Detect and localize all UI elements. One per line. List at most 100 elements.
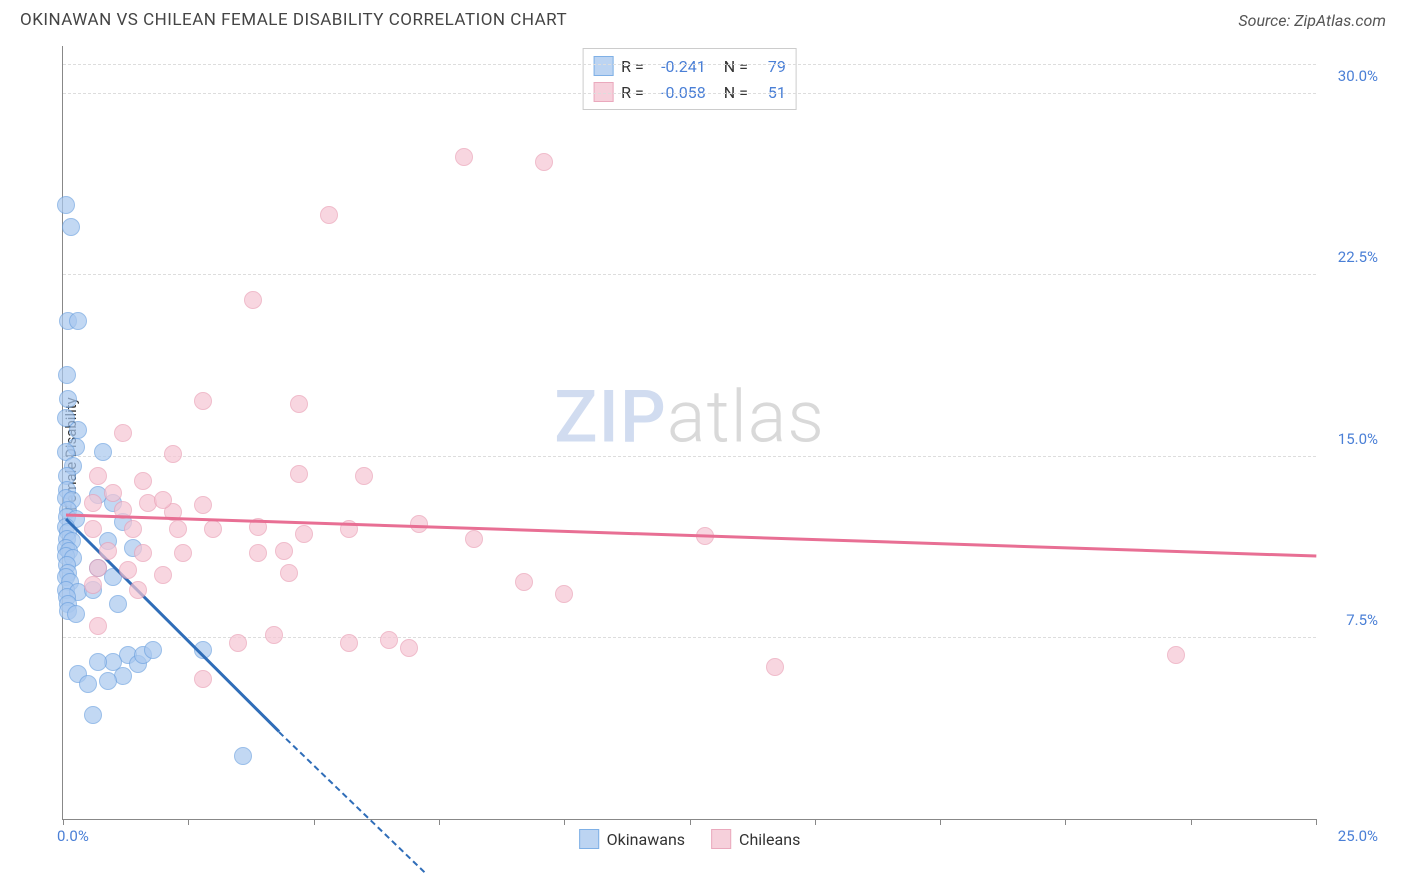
data-point: [465, 530, 483, 548]
gridline: [63, 93, 1316, 94]
data-point: [295, 525, 313, 543]
x-max-label: 25.0%: [1338, 827, 1378, 845]
data-point: [234, 747, 252, 765]
stat-value-r: -0.241: [652, 57, 706, 76]
data-point: [249, 544, 267, 562]
data-point: [265, 626, 283, 644]
x-tick: [1316, 819, 1317, 825]
regression-line-extrapolated: [278, 731, 425, 873]
stat-label-n: N =: [724, 57, 748, 76]
gridline: [63, 637, 1316, 638]
data-point: [89, 467, 107, 485]
data-point: [94, 443, 112, 461]
data-point: [194, 496, 212, 514]
y-tick-label: 15.0%: [1338, 430, 1378, 448]
data-point: [67, 605, 85, 623]
data-point: [380, 631, 398, 649]
x-tick: [1191, 819, 1192, 825]
data-point: [58, 366, 76, 384]
data-point: [1167, 646, 1185, 664]
data-point: [144, 641, 162, 659]
data-point: [290, 395, 308, 413]
data-point: [84, 494, 102, 512]
data-point: [164, 445, 182, 463]
data-point: [515, 573, 533, 591]
x-tick: [690, 819, 691, 825]
data-point: [290, 465, 308, 483]
data-point: [84, 576, 102, 594]
data-point: [89, 653, 107, 671]
data-point: [62, 218, 80, 236]
data-point: [535, 153, 553, 171]
legend-swatch: [579, 829, 599, 849]
stat-label-r: R =: [621, 57, 644, 76]
chart-title: OKINAWAN VS CHILEAN FEMALE DISABILITY CO…: [20, 10, 567, 30]
data-point: [275, 542, 293, 560]
legend-swatch: [593, 82, 613, 102]
correlation-stats-box: R =-0.241N =79R =-0.058N =51: [582, 48, 797, 110]
gridline: [63, 274, 1316, 275]
chart-container: Female Disability ZIPatlas 0.0% 25.0% R …: [20, 46, 1386, 862]
data-point: [229, 634, 247, 652]
legend-item: Okinawans: [579, 829, 685, 849]
data-point: [114, 424, 132, 442]
data-point: [79, 675, 97, 693]
source-attribution: Source: ZipAtlas.com: [1238, 11, 1386, 30]
data-point: [109, 595, 127, 613]
legend-label: Chileans: [739, 830, 800, 849]
x-origin-label: 0.0%: [57, 827, 89, 845]
x-tick: [940, 819, 941, 825]
data-point: [89, 559, 107, 577]
data-point: [154, 491, 172, 509]
watermark-part2: atlas: [667, 375, 825, 460]
data-point: [134, 472, 152, 490]
x-tick: [188, 819, 189, 825]
data-point: [766, 658, 784, 676]
gridline: [63, 456, 1316, 457]
data-point: [69, 421, 87, 439]
data-point: [355, 467, 373, 485]
data-point: [244, 291, 262, 309]
data-point: [99, 542, 117, 560]
plot-area: ZIPatlas 0.0% 25.0% R =-0.241N =79R =-0.…: [62, 46, 1316, 820]
data-point: [134, 544, 152, 562]
data-point: [124, 520, 142, 538]
data-point: [320, 206, 338, 224]
stat-label-r: R =: [621, 83, 644, 102]
x-tick: [63, 819, 64, 825]
data-point: [194, 670, 212, 688]
data-point: [204, 520, 222, 538]
x-tick: [1065, 819, 1066, 825]
data-point: [59, 390, 77, 408]
y-tick-label: 30.0%: [1338, 67, 1378, 85]
data-point: [169, 520, 187, 538]
data-point: [89, 617, 107, 635]
data-point: [119, 561, 137, 579]
data-point: [174, 544, 192, 562]
stats-row: R =-0.241N =79: [593, 53, 786, 79]
data-point: [57, 196, 75, 214]
watermark: ZIPatlas: [554, 375, 825, 460]
data-point: [340, 634, 358, 652]
data-point: [129, 581, 147, 599]
data-point: [69, 312, 87, 330]
data-point: [154, 566, 172, 584]
legend-swatch: [593, 56, 613, 76]
data-point: [280, 564, 298, 582]
data-point: [194, 392, 212, 410]
stat-value-r: -0.058: [652, 83, 706, 102]
gridline: [63, 64, 1316, 65]
x-tick: [314, 819, 315, 825]
x-tick: [815, 819, 816, 825]
x-tick: [564, 819, 565, 825]
stats-row: R =-0.058N =51: [593, 79, 786, 105]
y-tick-label: 22.5%: [1338, 248, 1378, 266]
stat-value-n: 51: [756, 83, 786, 102]
legend-swatch: [711, 829, 731, 849]
data-point: [84, 520, 102, 538]
y-tick-label: 7.5%: [1346, 611, 1378, 629]
legend-item: Chileans: [711, 829, 800, 849]
data-point: [84, 706, 102, 724]
data-point: [455, 148, 473, 166]
series-legend: Okinawans Chileans: [579, 829, 801, 849]
